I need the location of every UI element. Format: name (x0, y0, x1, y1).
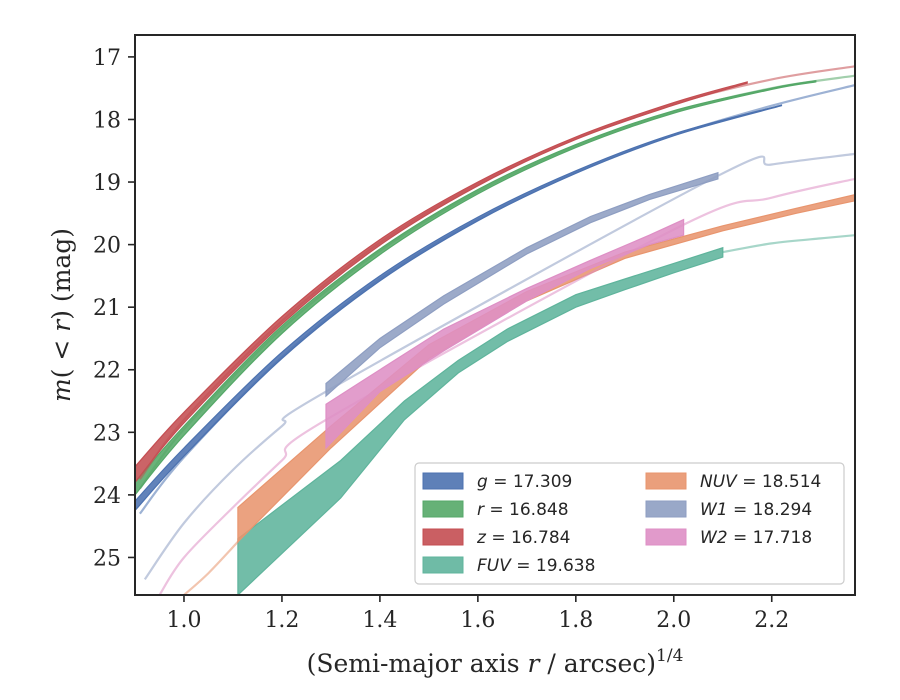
band-z (135, 81, 748, 484)
x-tick-label-1-4: 1.4 (362, 608, 397, 633)
legend-label-w2: W2 = 17.718 (700, 528, 812, 548)
x-tick-label-2-0: 2.0 (656, 608, 691, 633)
x-tick-label-1-0: 1.0 (166, 608, 201, 633)
legend-swatch-r (422, 500, 464, 518)
legend-label-fuv: FUV = 19.638 (477, 556, 595, 576)
x-axis: 1.0 1.2 1.4 1.6 1.8 2.0 2.2 (166, 595, 789, 633)
band-g (135, 104, 783, 512)
band-r (135, 79, 817, 496)
legend-item-w1: W1 = 18.294 (645, 500, 812, 520)
legend-label-w1: W1 = 18.294 (700, 500, 812, 520)
legend-swatch-z (422, 528, 464, 546)
legend-label-z: z = 16.784 (476, 528, 570, 548)
series-z (135, 65, 855, 484)
x-axis-label: (Semi-major axis r / arcsec)1/4 (307, 646, 684, 678)
legend-label-r: r = 16.848 (477, 500, 569, 520)
plot-frame (134, 34, 856, 596)
legend-frame (414, 462, 845, 585)
series-g (135, 84, 855, 515)
legend-swatch-w1 (645, 500, 687, 518)
band-fuv (237, 246, 724, 595)
y-axis-label: m( < r) (mag) (47, 228, 76, 402)
series-w1 (143, 152, 855, 581)
model-line-z (139, 65, 855, 480)
model-line-g (139, 84, 855, 515)
model-line-r (139, 74, 855, 490)
x-tick-label-1-6: 1.6 (460, 608, 495, 633)
x-tick-label-1-8: 1.8 (558, 608, 593, 633)
y-tick-label-19: 19 (93, 171, 121, 196)
series-layer (135, 65, 855, 595)
y-tick-label-21: 21 (93, 296, 121, 321)
legend-item-w2: W2 = 17.718 (645, 528, 812, 548)
legend-item-g: g = 17.309 (422, 472, 572, 492)
x-tick-label-2-2: 2.2 (754, 608, 789, 633)
legend-label-nuv: NUV = 18.514 (700, 472, 821, 492)
legend-swatch-w2 (645, 528, 687, 546)
series-r (135, 74, 855, 496)
series-w2 (158, 177, 855, 595)
legend-swatch-nuv (645, 472, 687, 490)
legend-item-fuv: FUV = 19.638 (422, 556, 595, 576)
y-axis: 17 18 19 20 21 22 23 24 25 (93, 46, 135, 571)
legend-label-g: g = 17.309 (477, 472, 572, 492)
y-tick-label-18: 18 (93, 108, 121, 133)
model-line-fuv (722, 234, 855, 254)
y-tick-label-23: 23 (93, 421, 121, 446)
legend: g = 17.309 r = 16.848 z = 16.784 FUV = 19.6… (414, 462, 845, 585)
y-tick-label-24: 24 (93, 484, 121, 509)
legend-item-nuv: NUV = 18.514 (645, 472, 821, 492)
y-tick-label-20: 20 (93, 234, 121, 259)
y-tick-label-25: 25 (93, 546, 121, 571)
band-w2 (325, 218, 685, 450)
series-fuv (237, 234, 855, 595)
legend-item-z: z = 16.784 (422, 528, 570, 548)
legend-swatch-g (422, 472, 464, 490)
y-tick-label-17: 17 (93, 46, 121, 71)
y-tick-label-22: 22 (93, 359, 121, 384)
legend-item-r: r = 16.848 (422, 500, 569, 520)
band-w1 (325, 171, 719, 398)
legend-swatch-fuv (422, 556, 464, 574)
model-line-nuv (183, 541, 239, 595)
x-tick-label-1-2: 1.2 (264, 608, 299, 633)
